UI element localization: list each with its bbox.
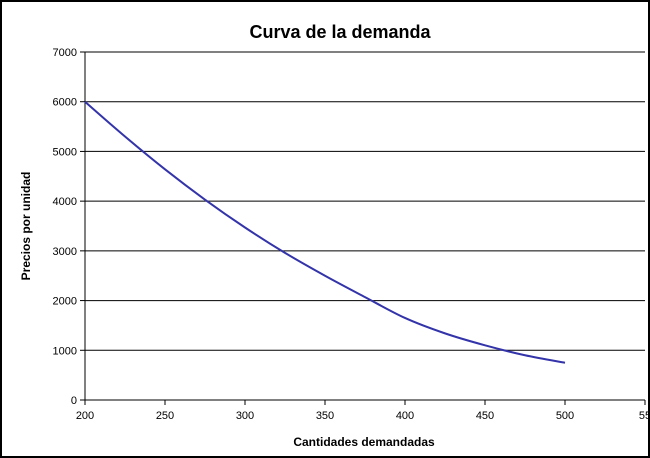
- y-tick-label-4000: 4000: [53, 196, 77, 208]
- x-tick-label-200: 200: [76, 410, 94, 422]
- y-axis-label: Precios por unidad: [19, 172, 33, 281]
- x-tick-label-500: 500: [556, 410, 574, 422]
- y-tick-labels: 0 1000 2000 3000 4000 5000 6000 7000: [53, 47, 77, 407]
- x-tick-label-450: 450: [476, 410, 494, 422]
- x-tick-label-550: 55: [639, 410, 650, 422]
- demand-curve-line: [84, 100, 566, 364]
- y-tick-label-0: 0: [71, 395, 77, 407]
- x-tick-label-300: 300: [236, 410, 254, 422]
- x-tick-label-400: 400: [396, 410, 414, 422]
- x-axis-label: Cantidades demandadas: [293, 435, 435, 449]
- series-group: [84, 100, 566, 364]
- y-tick-label-3000: 3000: [53, 246, 77, 258]
- y-tick-label-2000: 2000: [53, 296, 77, 308]
- chart-title: Curva de la demanda: [249, 22, 431, 42]
- plot-area: [85, 52, 645, 400]
- axes: [80, 51, 646, 405]
- x-tick-label-350: 350: [316, 410, 334, 422]
- y-tick-label-7000: 7000: [53, 47, 77, 59]
- x-tick-label-250: 250: [156, 410, 174, 422]
- y-tick-label-6000: 6000: [53, 97, 77, 109]
- gridlines: [85, 51, 645, 351]
- y-tick-label-5000: 5000: [53, 146, 77, 158]
- y-tick-label-1000: 1000: [53, 345, 77, 357]
- x-tick-labels: 200 250 300 350 400 450 500 55: [76, 410, 650, 422]
